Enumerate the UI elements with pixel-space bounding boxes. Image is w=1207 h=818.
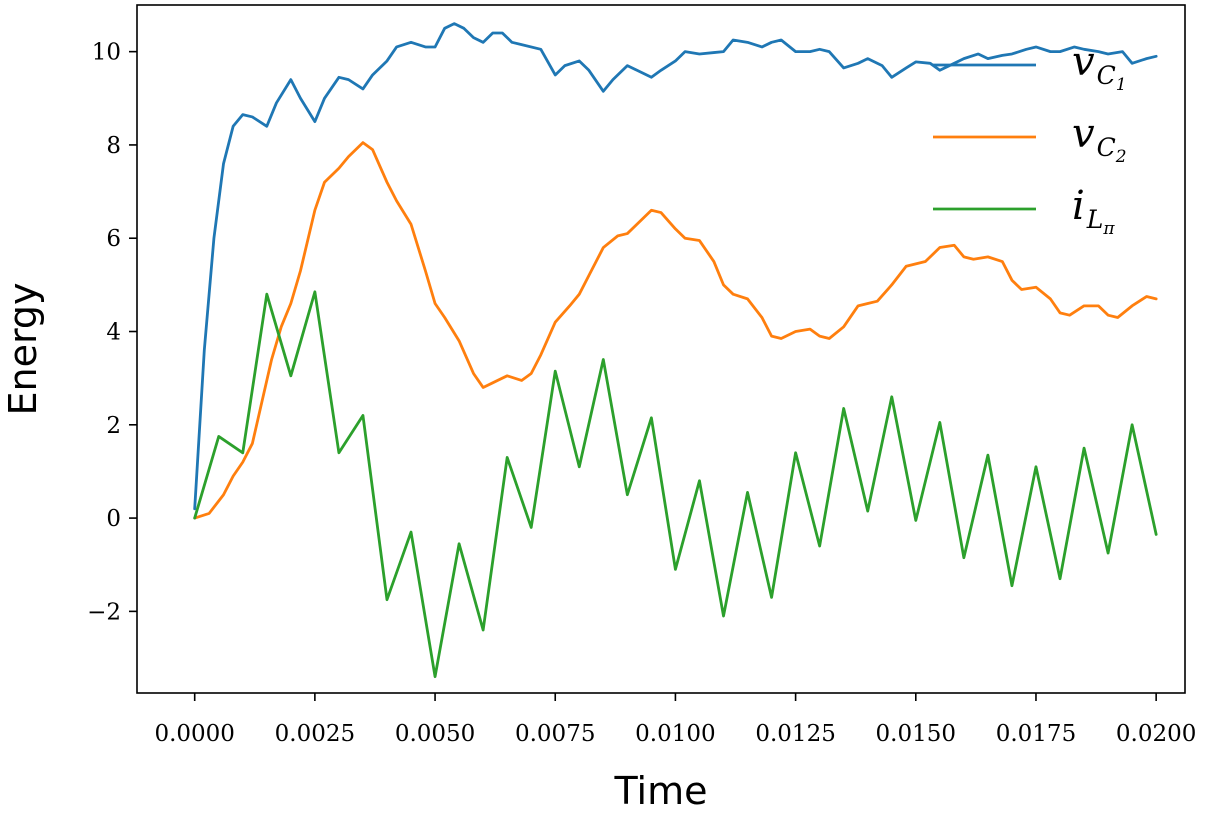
y-axis-ticks: −2 0 2 4 6 8 10 <box>87 40 137 625</box>
y-tick-label: 8 <box>106 133 121 159</box>
y-tick-label: 2 <box>106 413 121 439</box>
x-axis-title: Time <box>614 769 708 813</box>
y-axis-title: Energy <box>1 282 45 415</box>
x-tick-label: 0.0025 <box>275 721 355 747</box>
y-tick-label: −2 <box>87 599 121 625</box>
x-tick-label: 0.0150 <box>876 721 956 747</box>
series-layer <box>193 22 1158 679</box>
y-tick-label: 0 <box>106 506 121 532</box>
series-line-1 <box>193 22 1158 511</box>
legend-label-1: vC1 <box>1072 39 1127 95</box>
x-tick-label: 0.0125 <box>755 721 835 747</box>
series-line-3 <box>193 290 1158 679</box>
legend-label-3: iLπ <box>1072 183 1115 239</box>
legend-label-2: vC2 <box>1072 111 1127 167</box>
plot-frame <box>136 4 1186 694</box>
x-tick-label: 0.0175 <box>996 721 1076 747</box>
series-line-2 <box>193 141 1158 520</box>
x-tick-label: 0.0100 <box>635 721 715 747</box>
x-axis-ticks: 0.0000 0.0025 0.0050 0.0075 0.0100 0.0125 0.01… <box>154 693 1196 747</box>
y-tick-label: 10 <box>92 40 121 66</box>
y-tick-label: 6 <box>106 226 121 252</box>
x-tick-label: 0.0000 <box>154 721 234 747</box>
y-tick-label: 4 <box>106 320 121 346</box>
x-tick-label: 0.0050 <box>395 721 475 747</box>
x-tick-label: 0.0200 <box>1116 721 1196 747</box>
legend: vC1 vC2 iLπ <box>933 39 1127 239</box>
x-tick-label: 0.0075 <box>515 721 595 747</box>
